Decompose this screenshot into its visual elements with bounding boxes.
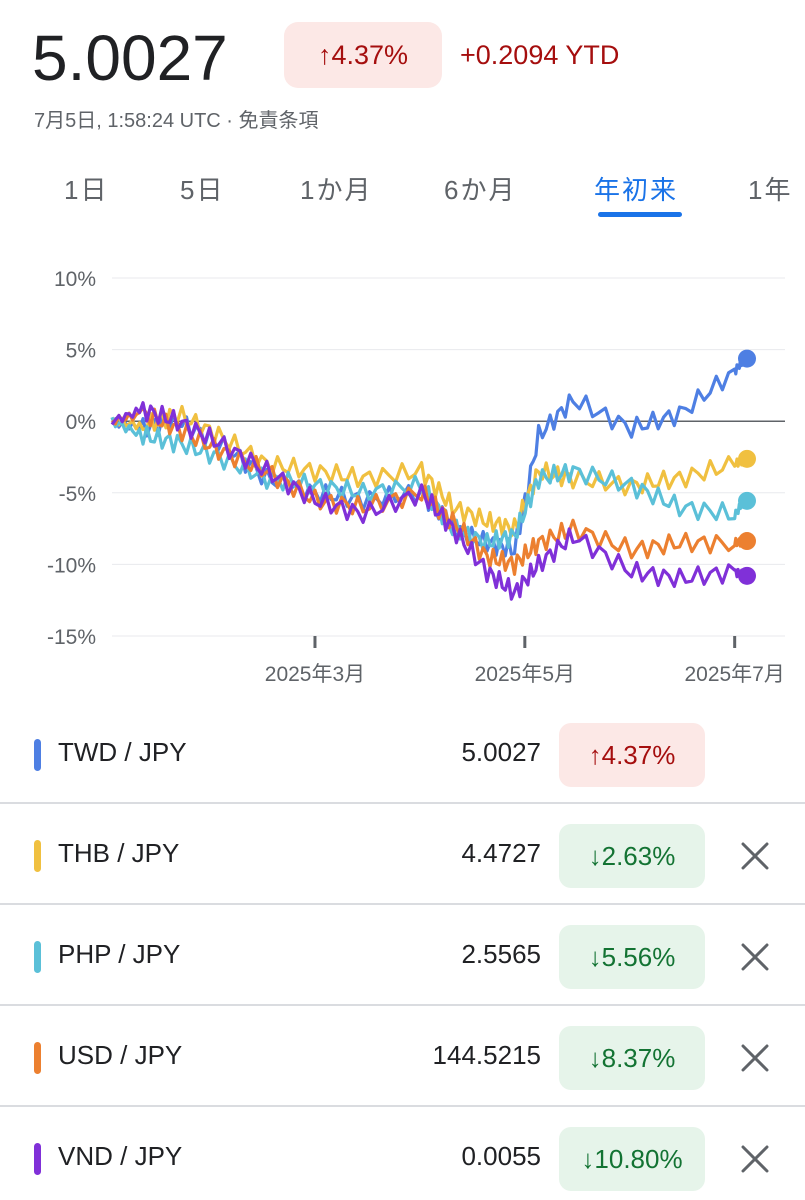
list-item[interactable]: THB / JPY 4.4727 ↓2.63%: [0, 804, 805, 905]
active-tab-indicator: [598, 212, 682, 217]
range-tabs: 1日 5日 1か月 6か月 年初来 1年: [0, 170, 805, 220]
series-swatch: [34, 1143, 41, 1175]
x-tick-label: 2025年3月: [265, 663, 365, 686]
x-tick-label: 2025年5月: [475, 663, 575, 686]
series-swatch: [34, 1042, 41, 1074]
y-tick-label: 0%: [66, 411, 96, 434]
change-badge: ↓2.63%: [559, 824, 705, 888]
x-tick-label: 2025年7月: [684, 663, 784, 686]
pair-rate: 4.4727: [461, 838, 541, 868]
series-swatch: [34, 739, 41, 771]
series-end-point: [738, 449, 756, 468]
change-badge: ↑4.37%: [559, 723, 705, 787]
change-badge: ↓5.56%: [559, 925, 705, 989]
quote-header: 5.0027 ↑4.37% +0.2094 YTD: [32, 18, 792, 98]
tab-1m[interactable]: 1か月: [300, 175, 373, 205]
pair-rate: 5.0027: [461, 737, 541, 767]
change-badge: ↓10.80%: [559, 1127, 705, 1191]
list-item[interactable]: PHP / JPY 2.5565 ↓5.56%: [0, 905, 805, 1006]
ytd-change: +0.2094 YTD: [460, 40, 620, 70]
tab-1d[interactable]: 1日: [64, 175, 109, 205]
pair-rate: 0.0055: [461, 1141, 541, 1171]
y-tick-label: 10%: [54, 268, 96, 291]
close-icon[interactable]: [739, 1042, 771, 1074]
list-item[interactable]: VND / JPY 0.0055 ↓10.80%: [0, 1107, 805, 1200]
y-tick-label: -15%: [47, 626, 96, 649]
series-line: [110, 401, 746, 601]
list-item[interactable]: USD / JPY 144.5215 ↓8.37%: [0, 1006, 805, 1107]
current-price: 5.0027: [32, 22, 228, 94]
tab-5d[interactable]: 5日: [180, 175, 225, 205]
pair-name: PHP / JPY: [58, 939, 181, 969]
pair-name: VND / JPY: [58, 1141, 183, 1171]
series-end-point: [738, 532, 756, 551]
series-line: [110, 404, 746, 538]
y-tick-label: 5%: [66, 340, 96, 363]
series-end-point: [738, 349, 756, 368]
pair-rate: 2.5565: [461, 939, 541, 969]
tab-6m[interactable]: 6か月: [444, 175, 517, 205]
y-tick-label: -10%: [47, 554, 96, 577]
pair-name: THB / JPY: [58, 838, 180, 868]
series-end-point: [738, 491, 756, 510]
tab-ytd[interactable]: 年初来: [594, 175, 679, 205]
list-item[interactable]: TWD / JPY 5.0027 ↑4.37%: [0, 703, 805, 804]
change-badge: ↑4.37%: [284, 22, 442, 88]
pair-name: TWD / JPY: [58, 737, 187, 767]
series-end-point: [738, 566, 756, 585]
series-swatch: [34, 840, 41, 872]
tab-1y[interactable]: 1年: [748, 175, 793, 205]
y-tick-label: -5%: [59, 483, 96, 506]
change-badge: ↓8.37%: [559, 1026, 705, 1090]
close-icon[interactable]: [739, 941, 771, 973]
pair-name: USD / JPY: [58, 1040, 183, 1070]
close-icon[interactable]: [739, 1143, 771, 1175]
timestamp-disclaimer[interactable]: 7月5日, 1:58:24 UTC · 免責条項: [34, 110, 319, 132]
line-chart: 10% 5% 0% -5% -10% -15% 2025年3月 2025年5月 2025年7月: [0, 250, 805, 700]
series-line: [110, 406, 747, 576]
comparison-list: TWD / JPY 5.0027 ↑4.37% THB / JPY 4.4727…: [0, 703, 805, 1200]
pair-rate: 144.5215: [432, 1040, 541, 1070]
close-icon[interactable]: [739, 840, 771, 872]
series-swatch: [34, 941, 41, 973]
chart-svg: 10% 5% 0% -5% -10% -15% 2025年3月 2025年5月 2025年7月: [47, 268, 785, 686]
